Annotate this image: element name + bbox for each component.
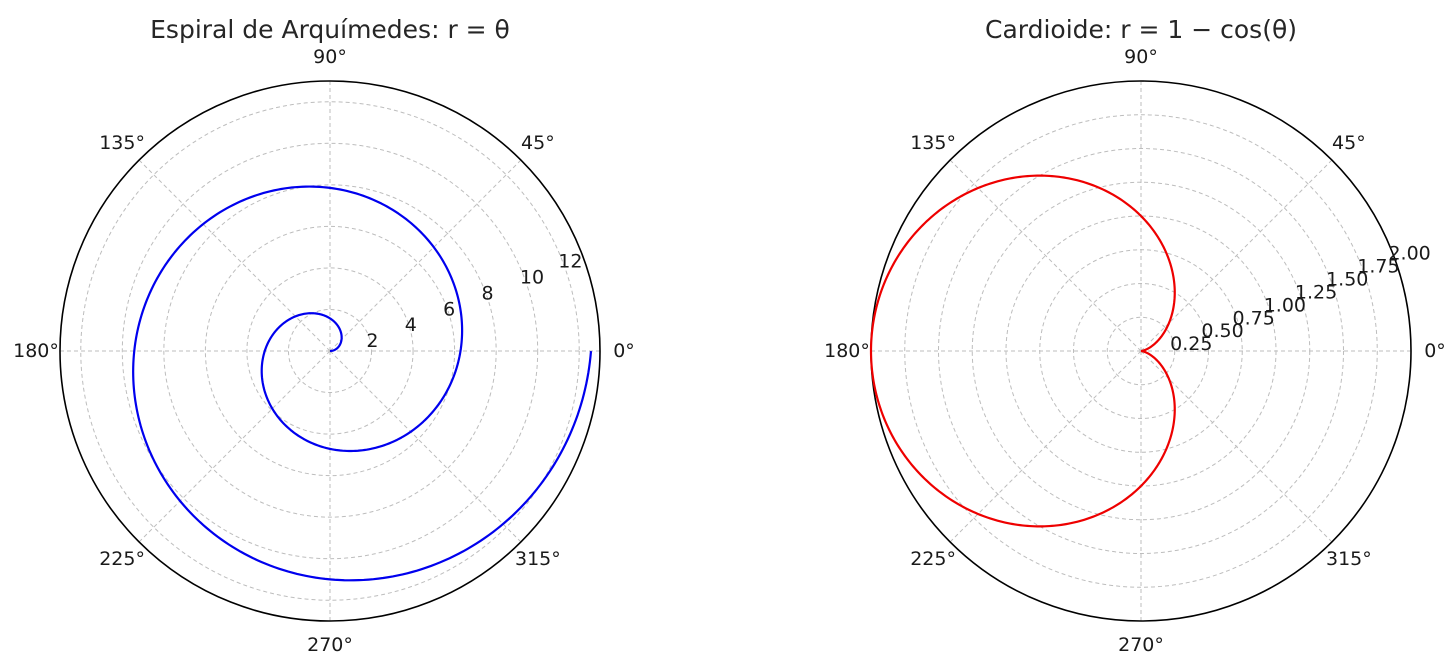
spiral-r-tick-label: 6 [443,298,455,320]
cardioid-angle-gridline [949,159,1142,352]
spiral-r-gridline [246,267,414,435]
cardioid-angle-tick-label: 180° [824,340,870,362]
spiral-r-gridline [287,308,373,394]
spiral-angle-gridline [138,159,331,352]
cardioid-angle-tick-label: 45° [1332,132,1366,154]
cardioid-angle-tick-label: 270° [1118,634,1164,656]
cardioid-r-gridline [904,114,1378,588]
cardioid-polar-chart: 0° 45° 90° 135° 180° 225° 270° 315° 0.250.500.75… [824,15,1446,656]
spiral-r-tick-label: 4 [405,314,417,336]
cardioid-r-tick-label: 2.00 [1388,243,1430,265]
spiral-angle-tick-label: 225° [99,548,145,570]
spiral-angle-tick-label: 45° [521,132,555,154]
spiral-r-gridline [204,225,456,477]
spiral-angle-tick-label: 90° [313,46,347,68]
cardioid-r-gridline [1106,316,1176,386]
spiral-angle-tick-label: 0° [613,340,635,362]
cardioid-angle-tick-label: 0° [1424,340,1446,362]
spiral-angle-gridline [329,350,522,543]
cardioid-angle-tick-label: 315° [1326,548,1372,570]
cardioid-angle-gridline [1140,350,1333,543]
spiral-polar-chart: 0° 45° 90° 135° 180° 225° 270° 315° 2 4 6 8 10 12 Espi… [13,15,635,656]
cardioid-angle-gridline [1140,159,1333,352]
cardioid-r-gridline [1073,283,1209,419]
cardioid-r-tick-label: 0.50 [1201,320,1243,342]
spiral-angle-gridline [329,159,522,352]
spiral-r-gridline [121,142,539,560]
cardioid-r-tick-label: 0.25 [1170,333,1212,355]
spiral-polar-frame [59,80,601,622]
cardioid-r-tick-label: 1.75 [1357,256,1399,278]
spiral-r-tick-label: 2 [366,330,378,352]
spiral-angle-tick-label: 180° [13,340,59,362]
cardioid-r-gridline [938,148,1344,554]
spiral-r-tick-label: 8 [482,282,494,304]
cardioid-angle-tick-label: 135° [910,132,956,154]
spiral-angle-tick-label: 270° [307,634,353,656]
cardioid-angle-gridline [949,350,1142,543]
spiral-r-tick-label: 12 [558,251,582,273]
cardioid-angle-tick-label: 225° [910,548,956,570]
cardioid-r-tick-label: 0.75 [1233,307,1275,329]
spiral-r-gridline [80,101,580,601]
cardioid-chart-title: Cardioide: r = 1 − cos(θ) [985,15,1297,44]
spiral-r-tick-label: 10 [520,267,544,289]
spiral-angle-tick-label: 315° [515,548,561,570]
spiral-chart-title: Espiral de Arquímedes: r = θ [150,15,510,44]
spiral-r-gridline [163,184,497,518]
spiral-series-line [132,185,593,582]
cardioid-r-tick-label: 1.25 [1295,281,1337,303]
spiral-angle-gridline [138,350,331,543]
cardioid-r-tick-label: 1.00 [1264,294,1306,316]
cardioid-series-line [869,174,1176,528]
cardioid-angle-tick-label: 90° [1124,46,1158,68]
cardioid-r-tick-label: 1.50 [1326,269,1368,291]
spiral-angle-tick-label: 135° [99,132,145,154]
